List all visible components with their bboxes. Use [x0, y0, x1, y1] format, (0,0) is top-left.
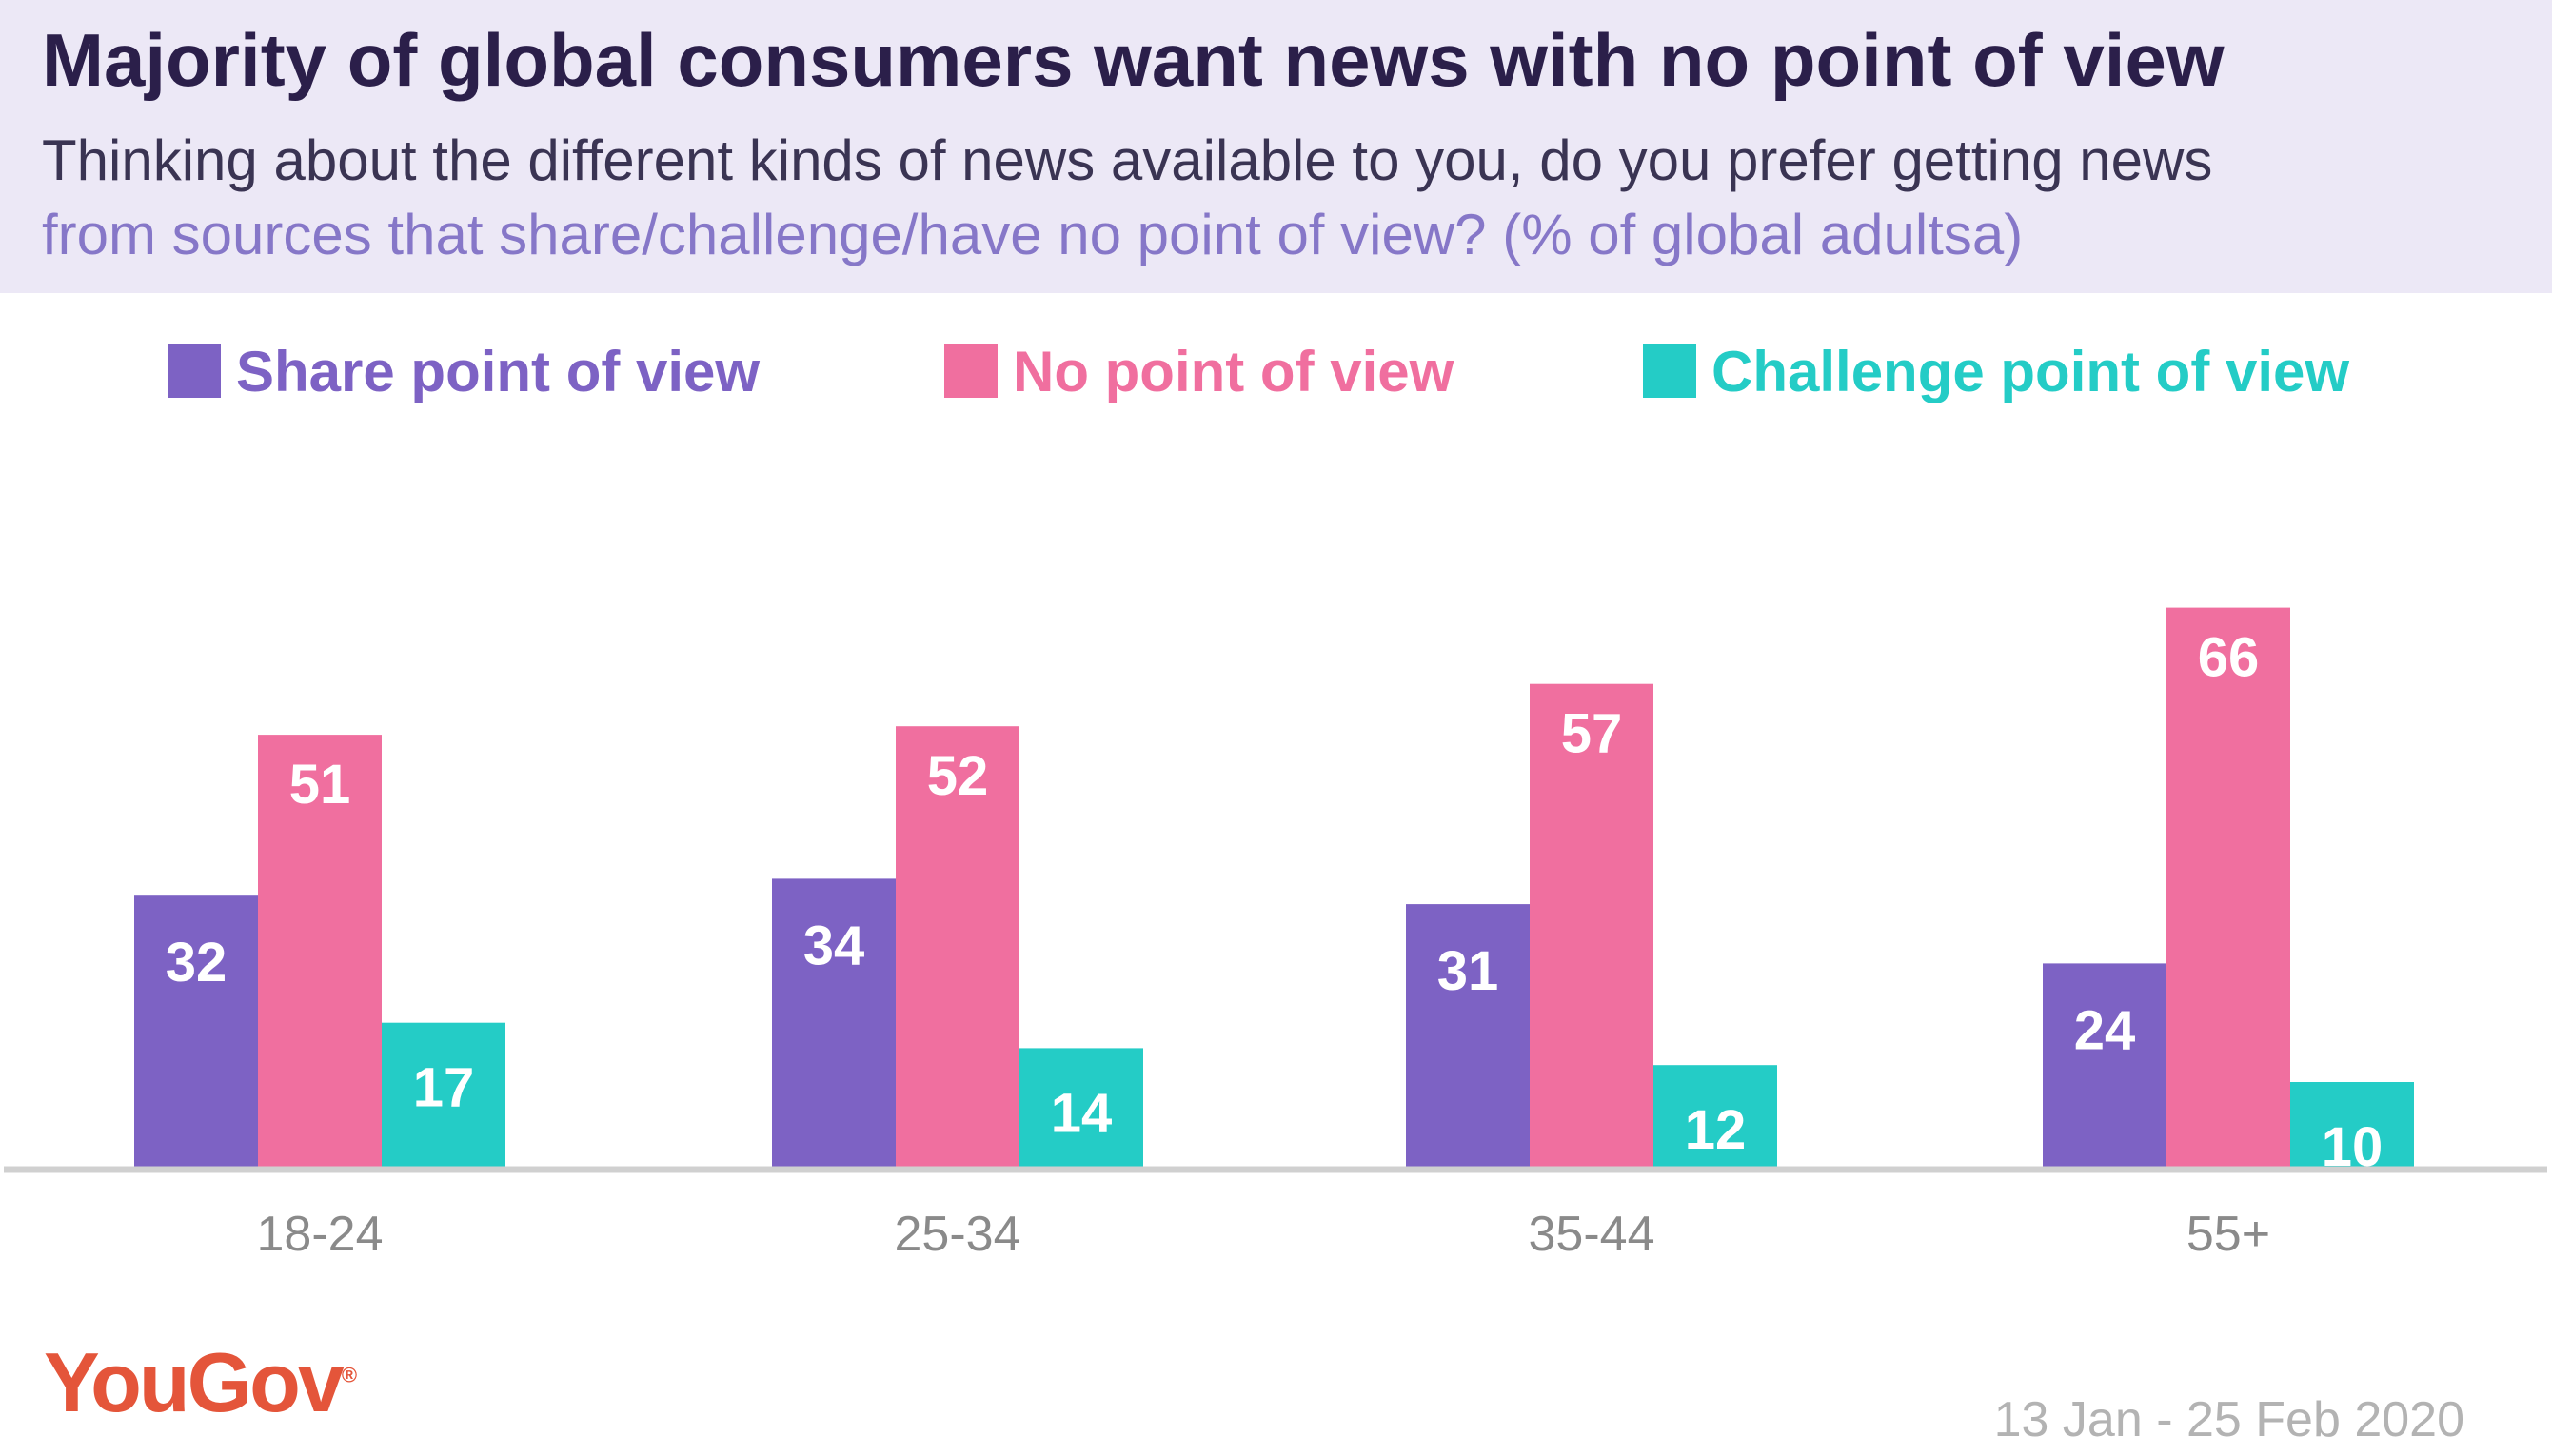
subtitle-line-2: from sources that share/challenge/have n…	[42, 203, 2024, 266]
data-label-no-point-35-44: 57	[1561, 703, 1623, 765]
x-tick-label-55+: 55+	[2186, 1207, 2270, 1262]
bar-share-25-34	[772, 878, 896, 1167]
subtitle-line-1: Thinking about the different kinds of ne…	[42, 128, 2213, 192]
legend-swatch-challenge	[1643, 344, 1696, 398]
bar-no-point-25-34	[896, 726, 1019, 1167]
bar-chart: 32511718-2434521425-3431571235-442466105…	[4, 607, 2547, 1262]
bar-challenge-25-34	[1019, 1048, 1143, 1167]
legend-label-share: Share point of view	[236, 339, 761, 403]
bar-no-point-55+	[2166, 607, 2290, 1167]
legend-item-no-point: No point of view	[944, 333, 1454, 409]
x-tick-label-35-44: 35-44	[1529, 1207, 1655, 1262]
chart-title: Majority of global consumers want news w…	[42, 18, 2225, 102]
chart-legend: Share point of view No point of view Cha…	[0, 333, 2552, 409]
data-label-share-35-44: 31	[1437, 940, 1499, 1002]
header-banner: Majority of global consumers want news w…	[0, 0, 2552, 293]
date-range: 13 Jan - 25 Feb 2020	[1993, 1392, 2464, 1447]
bar-no-point-18-24	[258, 735, 382, 1167]
chart-subtitle: Thinking about the different kinds of ne…	[42, 124, 2212, 272]
bar-share-35-44	[1406, 904, 1530, 1167]
bar-challenge-55+	[2290, 1082, 2414, 1167]
yougov-logo: YouGov®	[44, 1335, 358, 1429]
bar-share-18-24	[134, 895, 258, 1167]
legend-label-no-point: No point of view	[1013, 339, 1454, 403]
legend-item-challenge: Challenge point of view	[1643, 333, 2349, 409]
legend-item-share: Share point of view	[168, 333, 760, 409]
data-label-challenge-18-24: 17	[413, 1057, 475, 1119]
logo-text: YouGov	[44, 1335, 345, 1429]
x-tick-label-25-34: 25-34	[895, 1207, 1021, 1262]
legend-swatch-no-point	[944, 344, 998, 398]
legend-swatch-share	[168, 344, 221, 398]
data-label-no-point-25-34: 52	[927, 745, 989, 807]
x-tick-label-18-24: 18-24	[257, 1207, 384, 1262]
data-label-share-25-34: 34	[803, 915, 865, 976]
bar-no-point-35-44	[1530, 683, 1653, 1167]
bar-challenge-18-24	[382, 1022, 505, 1167]
bar-share-55+	[2043, 963, 2166, 1167]
data-label-share-18-24: 32	[166, 932, 228, 994]
bar-challenge-35-44	[1653, 1065, 1777, 1167]
data-label-share-55+: 24	[2074, 999, 2136, 1061]
data-label-challenge-25-34: 14	[1051, 1082, 1113, 1144]
data-label-no-point-18-24: 51	[289, 754, 351, 816]
data-label-challenge-35-44: 12	[1685, 1099, 1747, 1161]
data-label-no-point-55+: 66	[2198, 627, 2260, 689]
legend-label-challenge: Challenge point of view	[1711, 339, 2350, 403]
